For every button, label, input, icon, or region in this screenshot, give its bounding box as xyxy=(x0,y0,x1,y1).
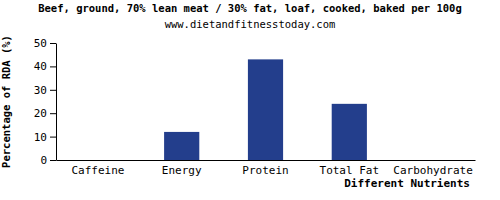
x-tick-label: Caffeine xyxy=(71,164,124,177)
y-tick: 20 xyxy=(34,107,56,120)
y-tick-label: 10 xyxy=(34,131,47,144)
bar xyxy=(164,132,199,160)
chart: Beef, ground, 70% lean meat / 30% fat, l… xyxy=(0,0,500,200)
y-tick-label: 30 xyxy=(34,84,47,97)
y-tick-mark xyxy=(50,90,56,91)
y-tick-mark xyxy=(50,43,56,44)
y-axis-line xyxy=(56,44,57,161)
subtitle: www.dietandfitnesstoday.com xyxy=(165,18,336,30)
y-axis: 0 10 20 30 40 50 xyxy=(34,37,57,167)
y-tick-mark xyxy=(50,160,56,161)
x-tick: Protein xyxy=(242,160,288,177)
bar xyxy=(416,160,451,161)
y-tick-label: 40 xyxy=(34,60,47,73)
x-tick-label: Energy xyxy=(162,164,202,177)
x-tick-label: Carbohydrate xyxy=(393,164,472,177)
bar xyxy=(332,104,367,160)
bar xyxy=(248,59,283,160)
x-tick: Carbohydrate xyxy=(393,160,472,177)
x-tick: Energy xyxy=(162,160,202,177)
y-tick-label: 50 xyxy=(34,37,47,50)
plot: 0 10 20 30 40 50 Caffeine Energy Protein Total Fa… xyxy=(34,37,476,177)
x-tick: Caffeine xyxy=(71,160,124,177)
y-axis-title: Percentage of RDA (%) xyxy=(0,35,12,168)
y-tick: 30 xyxy=(34,84,56,97)
y-tick-label: 20 xyxy=(34,107,47,120)
y-tick: 0 xyxy=(40,154,56,167)
y-tick-mark xyxy=(50,113,56,114)
x-axis-title: Different Nutrients xyxy=(344,177,470,190)
x-axis-line xyxy=(57,160,476,161)
bar xyxy=(80,160,115,161)
bars xyxy=(164,59,367,160)
y-tick: 40 xyxy=(34,60,56,73)
title: Beef, ground, 70% lean meat / 30% fat, l… xyxy=(38,2,462,14)
y-tick-mark xyxy=(50,137,56,138)
x-tick: Total Fat xyxy=(319,160,379,177)
x-tick-label: Protein xyxy=(242,164,288,177)
x-axis: Caffeine Energy Protein Total Fat Carbohydra… xyxy=(57,160,476,177)
y-tick-mark xyxy=(50,66,56,67)
y-tick: 10 xyxy=(34,131,56,144)
y-tick: 50 xyxy=(34,37,56,50)
y-tick-label: 0 xyxy=(40,154,47,167)
x-tick-label: Total Fat xyxy=(319,164,379,177)
